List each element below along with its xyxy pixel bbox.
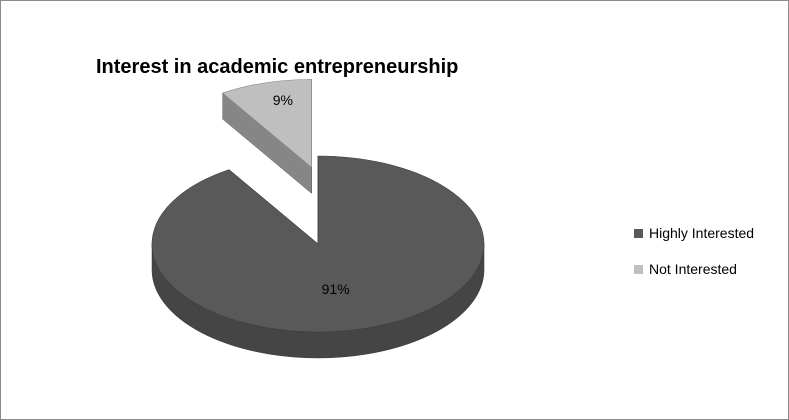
legend-swatch-highly-interested [634, 228, 643, 238]
legend-item-not-interested: Not Interested [634, 260, 754, 278]
slice-not-interested [222, 79, 312, 169]
data-label-highly-interested: 91% [322, 281, 350, 297]
chart-title: Interest in academic entrepreneurship [96, 56, 459, 78]
legend-item-highly-interested: Highly Interested [634, 224, 754, 242]
legend-label-highly-interested: Highly Interested [649, 225, 755, 241]
legend: Highly Interested Not Interested [634, 224, 754, 296]
legend-swatch-not-interested [634, 264, 643, 274]
legend-label-not-interested: Not Interested [649, 261, 737, 277]
data-label-not-interested: 9% [273, 92, 293, 108]
slice-highly-interested [151, 155, 485, 333]
